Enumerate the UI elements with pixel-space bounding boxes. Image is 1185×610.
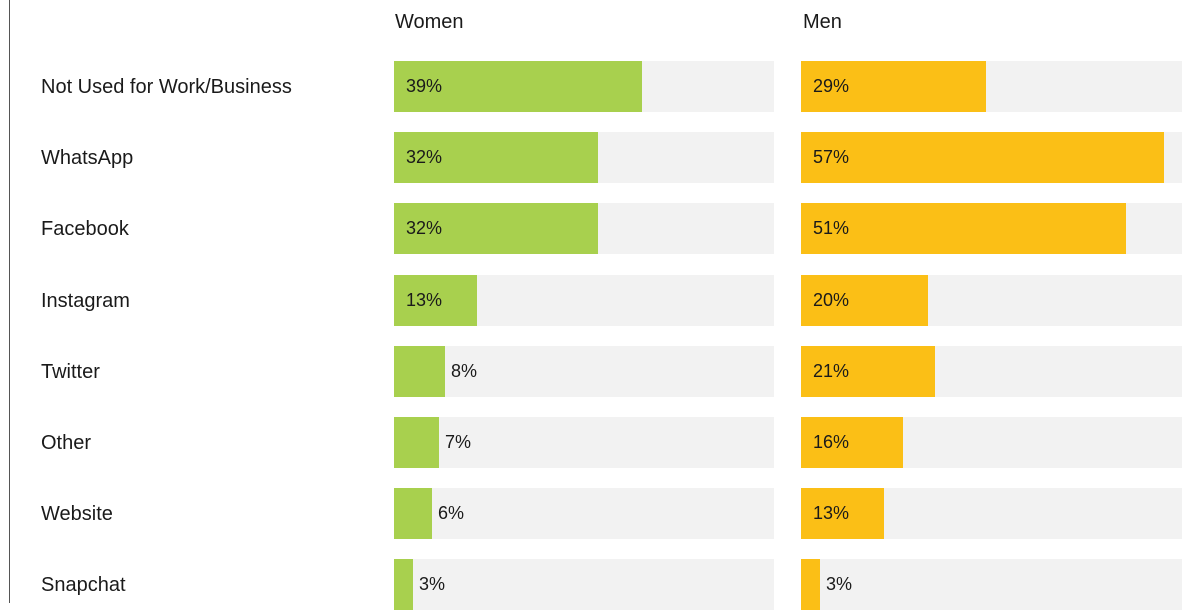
bar-value-label: 7% [445,432,472,452]
bar-value-label: 3% [826,574,853,594]
bar-track: 7% [394,417,774,468]
bar-value-label: 6% [438,503,465,523]
bar-women [394,346,445,397]
bar-men [801,275,928,326]
bar-value-label: 32% [406,147,443,167]
bar-value-label: 3% [419,574,446,594]
bar-women [394,275,477,326]
bar-track: 51% [801,203,1182,254]
bar-value-label: 51% [813,218,850,238]
bar-men [801,417,903,468]
category-label: Instagram [41,290,130,312]
bar-track: 13% [801,488,1182,539]
category-label: Snapchat [41,574,126,596]
bar-value-label: 57% [813,147,850,167]
series-header-men: Men [803,11,842,33]
bar-value-label: 29% [813,76,850,96]
bar-women [394,488,432,539]
bar-track: 8% [394,346,774,397]
bar-value-label: 32% [406,218,443,238]
bar-track: 16% [801,417,1182,468]
bar-women [394,132,598,183]
bar-value-label: 13% [406,290,443,310]
bar-value-label: 8% [451,361,478,381]
bar-men [801,203,1126,254]
bar-women [394,559,413,610]
bar-men [801,346,935,397]
bar-track: 32% [394,203,774,254]
bar-track: 13% [394,275,774,326]
bar-track: 57% [801,132,1182,183]
bar-track: 6% [394,488,774,539]
category-label: Twitter [41,361,100,383]
bar-women [394,61,642,112]
bar-value-label: 39% [406,76,443,96]
category-label: Not Used for Work/Business [41,76,292,98]
bar-men [801,61,986,112]
bar-track: 21% [801,346,1182,397]
bar-value-label: 21% [813,361,850,381]
bar-track: 20% [801,275,1182,326]
category-label: WhatsApp [41,147,134,169]
category-label: Facebook [41,218,129,240]
category-label: Website [41,503,113,525]
bar-men [801,559,820,610]
bar-men [801,488,884,539]
bar-women [394,203,598,254]
bar-track: 39% [394,61,774,112]
bar-track: 32% [394,132,774,183]
left-divider [9,0,10,603]
bar-value-label: 13% [813,503,850,523]
series-header-women: Women [395,11,464,33]
bar-track: 3% [394,559,774,610]
bar-value-label: 16% [813,432,850,452]
bar-track: 3% [801,559,1182,610]
bar-value-label: 20% [813,290,850,310]
bar-women [394,417,439,468]
bar-men [801,132,1164,183]
bar-track: 29% [801,61,1182,112]
category-label: Other [41,432,92,454]
